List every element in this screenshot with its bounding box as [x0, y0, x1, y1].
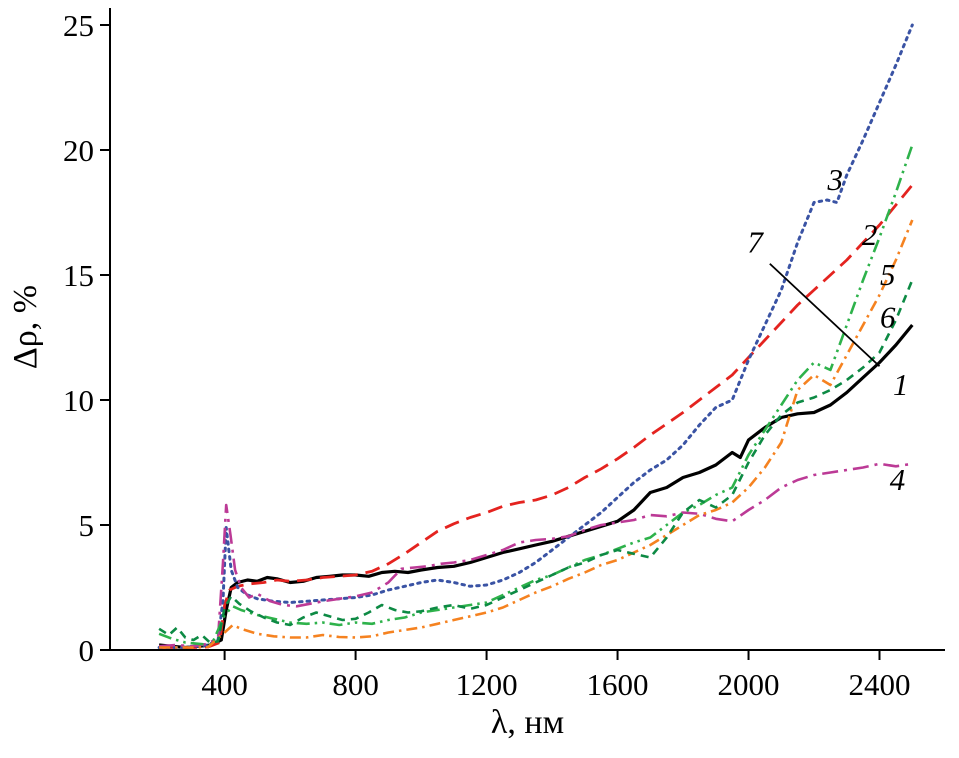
x-tick-label: 400: [201, 667, 248, 702]
curve-label-5: 5: [880, 257, 896, 292]
series-curve-4: [158, 462, 913, 648]
curve-label-3: 3: [827, 162, 844, 197]
x-tick-label: 2400: [849, 667, 911, 702]
curve-label-7: 7: [747, 225, 764, 260]
y-tick-label: 15: [63, 258, 94, 293]
y-axis-title: Δρ, %: [7, 284, 44, 370]
curve-label-2: 2: [862, 217, 878, 252]
series-curve-3: [157, 23, 914, 649]
series-curve-2: [159, 184, 914, 649]
y-tick-label: 5: [79, 508, 95, 543]
x-tick-label: 1200: [456, 667, 518, 702]
y-tick-label: 0: [79, 633, 95, 668]
curve-label-1: 1: [893, 367, 909, 402]
series-curve-7: [158, 279, 914, 644]
x-tick-label: 800: [332, 667, 379, 702]
x-tick-label: 1600: [587, 667, 649, 702]
x-tick-label: 2000: [718, 667, 780, 702]
curve-label-6: 6: [880, 300, 896, 335]
curve-label-4: 4: [890, 462, 906, 497]
series-curve-6: [159, 219, 914, 649]
series-curve-1: [158, 323, 914, 650]
x-axis-title: λ, нм: [490, 704, 565, 741]
y-tick-label: 25: [63, 8, 94, 43]
y-tick-label: 10: [63, 383, 94, 418]
y-tick-label: 20: [63, 133, 94, 168]
annotation-leader-7: [769, 263, 881, 367]
series-curve-5: [158, 144, 914, 647]
